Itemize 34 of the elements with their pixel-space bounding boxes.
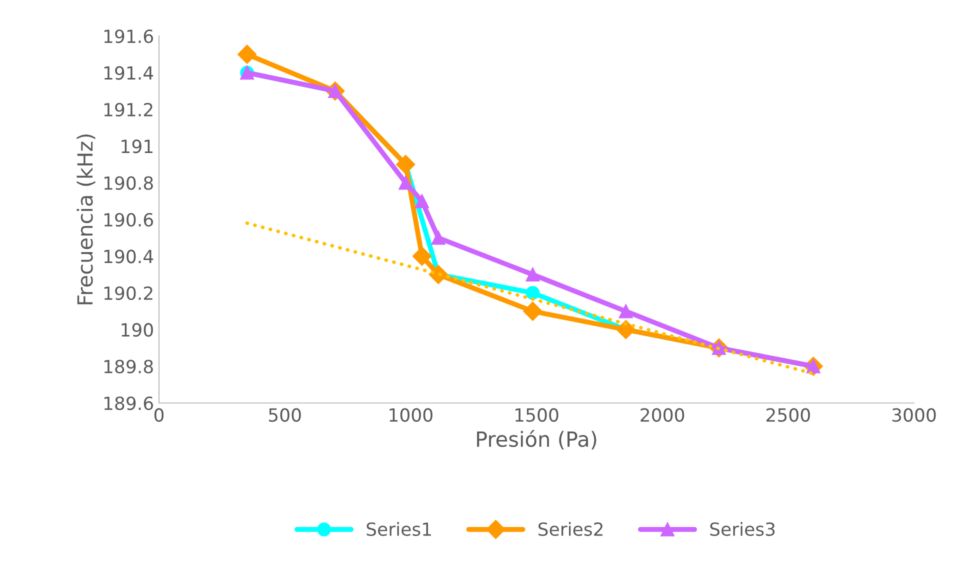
x-tick-label: 0 — [154, 408, 164, 422]
y-tick-label: 189.8 — [104, 360, 153, 374]
y-tick-label: 191.4 — [104, 66, 154, 80]
legend-label: Series3 — [710, 522, 775, 536]
point — [523, 302, 542, 321]
y-axis-title: Frecuencia (kHz) — [76, 134, 96, 304]
point — [526, 286, 540, 300]
x-tick-label: 2500 — [766, 408, 810, 422]
legend-label: Series2 — [538, 522, 602, 536]
point — [412, 246, 432, 266]
y-tick-label: 191.6 — [104, 29, 153, 44]
y-tick-label: 189.6 — [104, 396, 153, 410]
point — [431, 230, 446, 245]
y-tick-label: 190.4 — [104, 250, 154, 264]
x-tick-label: 500 — [268, 408, 301, 422]
point — [396, 154, 416, 174]
point — [238, 44, 257, 64]
y-tick-label: 190.8 — [104, 176, 153, 190]
y-tick-label: 191.2 — [104, 102, 152, 117]
x-tick-label: 2000 — [640, 408, 684, 422]
x-tick-label: 1500 — [516, 408, 558, 422]
y-tick-label: 190 — [122, 323, 153, 337]
point — [415, 194, 429, 208]
y-tick-label: 190.6 — [104, 212, 153, 227]
x-tick-label: 1000 — [390, 408, 432, 422]
y-tick-label: 191 — [122, 140, 152, 154]
point — [526, 268, 540, 282]
legend-label: Series1 — [366, 522, 431, 536]
point — [398, 176, 413, 190]
point — [616, 320, 636, 340]
x-tick-label: 3000 — [892, 408, 936, 422]
y-tick-label: 190.2 — [104, 286, 152, 300]
point — [618, 304, 633, 318]
x-axis-title: Presión (Pa) — [477, 430, 596, 450]
